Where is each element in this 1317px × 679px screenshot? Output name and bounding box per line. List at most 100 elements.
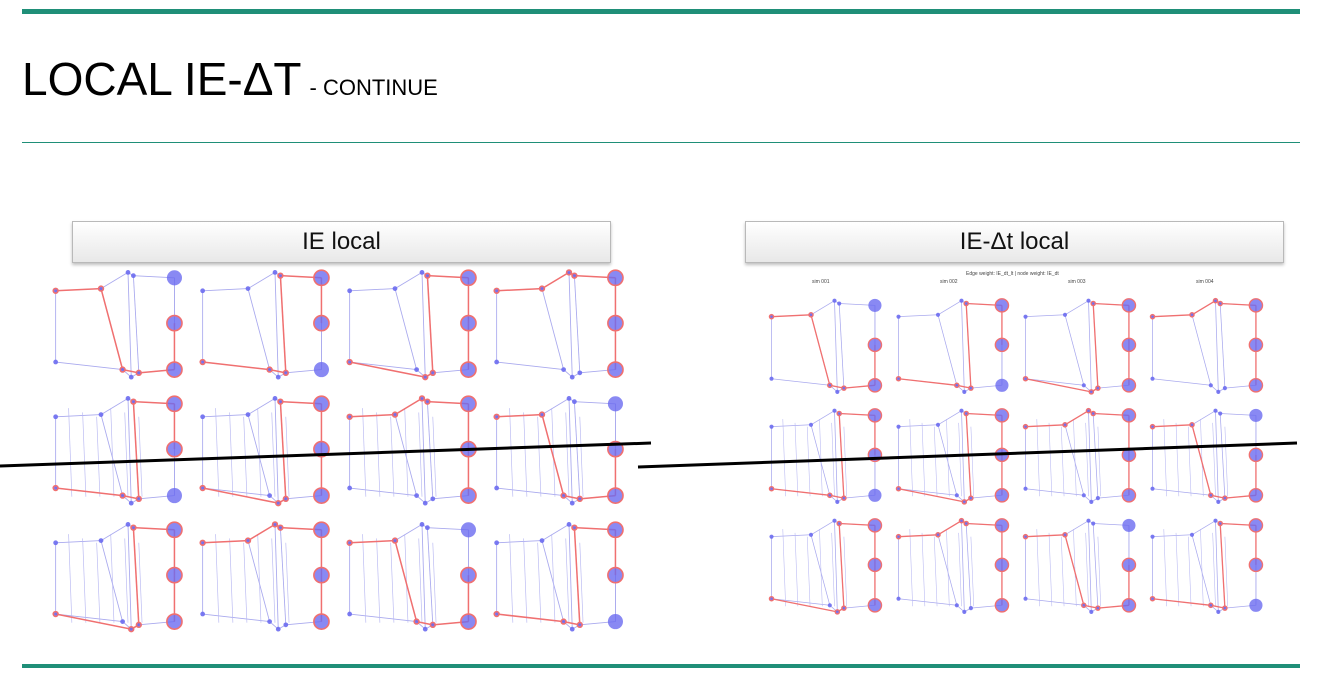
graph-edge <box>1224 536 1229 607</box>
graph-node <box>275 499 282 507</box>
graph-edge <box>1048 422 1053 497</box>
highlight-edge <box>838 523 845 609</box>
graph-node <box>868 488 882 502</box>
column-title-3: sim 003 <box>1068 279 1086 285</box>
graph-edge <box>541 398 570 415</box>
graph-node <box>120 619 125 624</box>
graph-node <box>419 270 425 275</box>
graph-node <box>135 369 142 377</box>
graph-node <box>1248 557 1264 573</box>
graph-edge <box>523 538 528 623</box>
graph-node <box>1022 423 1029 430</box>
graph-edge <box>138 416 143 497</box>
graph-node <box>607 269 624 287</box>
highlight-edge <box>496 287 543 292</box>
graph-edge <box>1152 488 1211 496</box>
graph-node <box>277 272 284 279</box>
graph-node <box>347 485 353 491</box>
graph-node <box>347 611 353 617</box>
graph-node <box>52 484 59 492</box>
graph-edge <box>96 416 101 497</box>
graph-edge <box>965 523 972 609</box>
highlight-edge <box>838 413 845 499</box>
graph-edge <box>202 414 249 418</box>
graph-node <box>995 378 1009 392</box>
graph-node <box>1086 518 1091 523</box>
graph-node <box>832 518 837 523</box>
graph-node <box>836 520 842 527</box>
highlight-edge <box>573 527 581 625</box>
graph-edge <box>1175 422 1180 497</box>
graph-node <box>1022 375 1029 382</box>
graph-node <box>1189 532 1195 537</box>
graph-thumbnail <box>199 269 330 380</box>
graph-edge <box>257 408 262 497</box>
graph-node <box>896 314 901 319</box>
graph-node <box>607 614 623 630</box>
graph-node <box>1217 300 1223 307</box>
graph-edge <box>55 613 123 623</box>
graph-edge <box>55 361 123 371</box>
graph-node <box>959 408 964 413</box>
graph-node <box>565 269 573 276</box>
graph-edge <box>921 422 926 497</box>
graph-node <box>1121 337 1137 353</box>
graph-node <box>125 396 131 401</box>
graph-edge <box>1191 520 1216 536</box>
graph-edge <box>1187 426 1192 497</box>
graph-node <box>135 495 142 503</box>
highlight-edge <box>1025 424 1066 428</box>
graph-edge <box>100 540 124 622</box>
graph-edge <box>349 487 417 497</box>
highlight-edge <box>898 534 939 538</box>
graph-node <box>1189 422 1195 428</box>
graph-edge <box>1088 300 1092 392</box>
highlight-edge <box>771 488 830 496</box>
graph-node <box>607 314 624 332</box>
graph-edge <box>1215 520 1219 612</box>
graph-node <box>1122 518 1136 532</box>
graph-node <box>1095 385 1101 391</box>
graph-node <box>935 312 941 317</box>
graph-node <box>607 396 623 412</box>
graph-node <box>166 613 183 630</box>
graph-node <box>994 557 1010 573</box>
graph-node <box>962 389 967 394</box>
graph-node <box>1081 493 1086 498</box>
graph-node <box>1089 499 1094 504</box>
graph-edge <box>810 410 835 426</box>
graph-edge <box>1152 378 1211 386</box>
graph-edge <box>834 520 838 612</box>
panel-label-text: IE local <box>302 228 381 255</box>
graph-node <box>576 621 583 629</box>
graph-node <box>1121 557 1137 573</box>
graph-node <box>166 566 183 584</box>
graph-edge <box>1036 529 1040 607</box>
graph-node <box>571 524 578 531</box>
graph-node <box>460 361 477 378</box>
graph-edge <box>110 534 115 623</box>
graph-thumbnail <box>1149 297 1264 394</box>
graph-edge <box>551 408 556 497</box>
graph-node <box>245 286 251 291</box>
graph-edge <box>394 288 418 370</box>
graph-edge <box>247 414 271 496</box>
graph-node <box>1095 605 1101 611</box>
graph-node <box>827 492 833 499</box>
graph-node <box>266 366 273 373</box>
graph-node <box>493 610 500 618</box>
graph-node <box>1216 389 1221 394</box>
graph-edge <box>1092 413 1099 499</box>
graph-node <box>425 525 430 531</box>
graph-thumbnail <box>768 518 883 615</box>
graph-node <box>272 270 278 275</box>
graph-edge <box>279 527 287 625</box>
highlight-edge <box>349 361 426 378</box>
graph-node <box>1208 602 1214 609</box>
graph-node <box>1208 492 1214 499</box>
graph-edge <box>404 534 409 623</box>
graph-node <box>1216 609 1221 614</box>
graph-node <box>1023 314 1028 319</box>
graph-edge <box>376 538 381 623</box>
graph-edge <box>100 272 129 289</box>
